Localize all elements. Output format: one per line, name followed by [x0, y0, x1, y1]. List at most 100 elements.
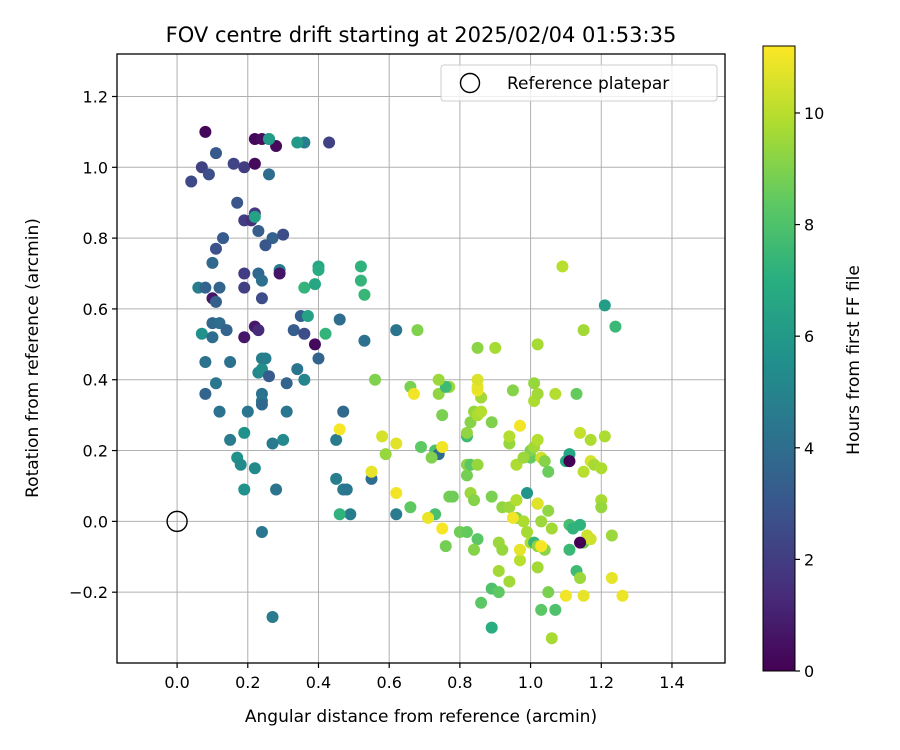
- data-point: [517, 451, 530, 464]
- data-point: [545, 632, 558, 645]
- data-point: [549, 387, 562, 400]
- data-point: [460, 525, 473, 538]
- data-point: [496, 543, 509, 556]
- data-point: [379, 448, 392, 461]
- data-point: [485, 416, 498, 429]
- data-point: [199, 125, 212, 138]
- data-point: [209, 295, 222, 308]
- data-point: [531, 561, 544, 574]
- colorbar-tick-label: 8: [804, 216, 814, 235]
- data-point: [255, 292, 268, 305]
- data-point: [199, 356, 212, 369]
- data-point: [489, 341, 502, 354]
- chart-title: FOV centre drift starting at 2025/02/04 …: [166, 23, 677, 47]
- data-point: [270, 483, 283, 496]
- data-point: [238, 426, 251, 439]
- data-point: [238, 483, 251, 496]
- data-point: [213, 281, 226, 294]
- data-point: [595, 462, 608, 475]
- data-point: [432, 373, 445, 386]
- data-point: [471, 341, 484, 354]
- data-point: [563, 455, 576, 468]
- data-point: [241, 405, 254, 418]
- x-tick-label: 1.4: [659, 673, 684, 692]
- data-points: [185, 125, 629, 645]
- data-point: [220, 324, 233, 337]
- data-point: [263, 168, 275, 181]
- y-tick-label: 0.8: [83, 229, 108, 248]
- y-tick-label: 0.4: [83, 371, 108, 390]
- data-point: [227, 157, 240, 170]
- data-point: [411, 324, 424, 337]
- data-point: [404, 501, 417, 514]
- data-point: [390, 324, 403, 337]
- data-point: [390, 437, 403, 450]
- data-point: [312, 263, 325, 276]
- x-tick-label: 0.0: [164, 673, 189, 692]
- data-point: [248, 157, 261, 170]
- x-axis-label: Angular distance from reference (arcmin): [245, 707, 597, 727]
- data-point: [277, 228, 290, 241]
- data-point: [531, 338, 544, 351]
- data-point: [605, 529, 618, 542]
- colorbar-tick-label: 10: [804, 104, 824, 123]
- data-point: [415, 441, 427, 454]
- data-point: [577, 589, 590, 602]
- data-point: [263, 132, 275, 145]
- x-tick-label: 1.0: [518, 673, 543, 692]
- data-point: [337, 405, 350, 418]
- data-point: [609, 320, 622, 333]
- colorbar: 0 2 4 6 8 10 Hours from first FF file: [762, 45, 864, 681]
- data-point: [598, 430, 611, 443]
- data-point: [390, 487, 403, 500]
- data-point: [238, 161, 251, 174]
- data-point: [280, 377, 293, 390]
- data-point: [298, 373, 311, 386]
- data-point: [308, 338, 321, 351]
- colorbar-tick-label: 0: [804, 662, 814, 681]
- y-tick-label: 1.0: [83, 158, 108, 177]
- data-point: [492, 564, 505, 577]
- data-point: [598, 299, 611, 312]
- x-tick-label: 0.4: [306, 673, 331, 692]
- data-point: [584, 433, 597, 446]
- data-point: [206, 331, 219, 344]
- data-point: [574, 518, 587, 531]
- data-point: [213, 405, 226, 418]
- legend-box: [440, 64, 718, 102]
- data-point: [333, 313, 346, 326]
- data-point: [436, 441, 449, 454]
- data-point: [513, 419, 526, 432]
- y-axis-label: Rotation from reference (arcmin): [23, 218, 43, 498]
- colorbar-tick-label: 6: [804, 327, 814, 346]
- x-tick-label: 0.6: [376, 673, 401, 692]
- data-point: [535, 603, 548, 616]
- data-point: [439, 540, 452, 553]
- data-point: [344, 508, 357, 521]
- y-tick-label: 0.0: [83, 512, 108, 531]
- data-point: [330, 433, 343, 446]
- data-point: [234, 458, 247, 471]
- data-point: [475, 596, 488, 609]
- data-point: [595, 501, 608, 514]
- data-point: [436, 409, 449, 422]
- data-point: [248, 210, 261, 223]
- data-point: [323, 136, 336, 149]
- data-point: [542, 504, 555, 517]
- data-point: [425, 451, 438, 464]
- data-point: [436, 522, 449, 535]
- data-point: [545, 522, 558, 535]
- reference-point: [166, 510, 188, 533]
- data-point: [574, 426, 587, 439]
- data-point: [577, 324, 590, 337]
- legend: Reference platepar: [440, 64, 718, 102]
- data-point: [252, 324, 265, 337]
- data-point: [517, 515, 530, 528]
- data-point: [280, 405, 293, 418]
- y-tick-label: 0.2: [83, 442, 108, 461]
- data-point: [485, 621, 498, 634]
- data-point: [301, 310, 314, 323]
- data-point: [252, 225, 265, 238]
- data-point: [513, 543, 526, 556]
